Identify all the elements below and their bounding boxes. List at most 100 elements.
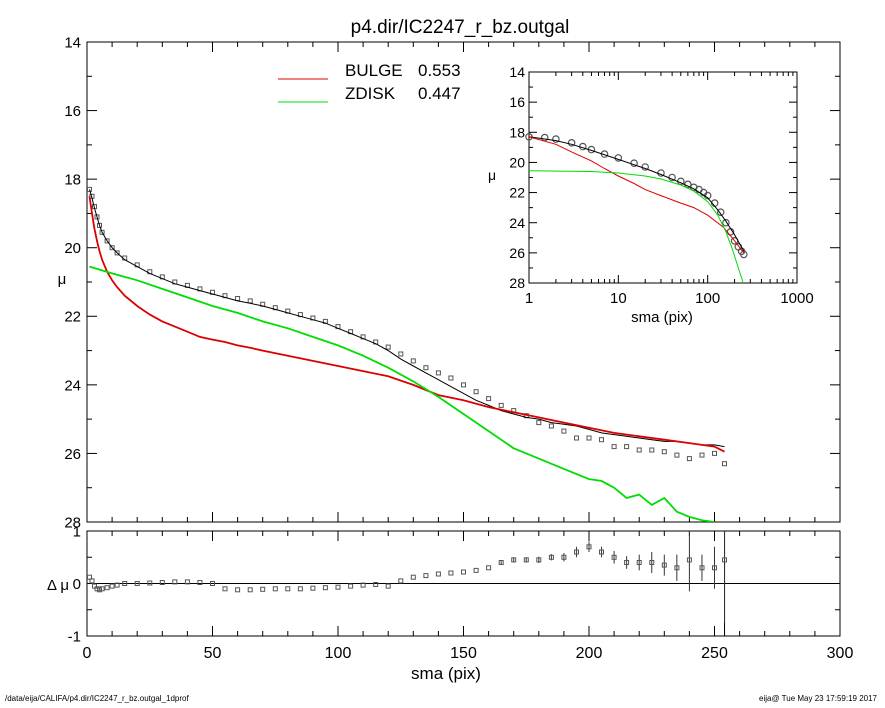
residual-point [686,557,692,563]
data-point [574,435,579,441]
residual-point [172,579,178,585]
residual-point [104,585,110,591]
inset-y-tick-label: 24 [509,215,525,231]
residual-x-tick-label: 0 [83,645,92,662]
residual-x-axis-label: sma (pix) [411,664,481,683]
data-point [410,358,416,364]
legend-label-zdisk: ZDISK [345,84,396,103]
residual-point [561,554,567,560]
data-point [536,420,542,426]
footer-file-path: /data/eija/CALIFA/p4.dir/IC2247_r_bz.out… [5,694,189,703]
residual-point [498,560,504,565]
data-point [398,351,404,357]
data-point [486,396,492,402]
total-profile-line [89,189,725,448]
inset-bulge-line [529,136,745,254]
residual-point [99,586,105,592]
data-point [435,370,441,376]
residual-point [574,549,579,555]
residual-y-tick-label: 1 [73,523,81,540]
residual-point [699,565,705,571]
residual-point [97,587,102,593]
residual-point [272,586,278,592]
data-point [235,296,241,301]
data-point [561,428,567,434]
residual-x-tick-label: 50 [204,645,222,662]
residual-point [473,567,479,573]
residual-point [285,586,291,592]
residual-point [297,586,303,592]
main-profile-panel: 14 16 18 20 22 24 26 28 μ BULGE 0.553 ZDISK 0.447 [58,34,841,531]
inset-y-axis-label: μ [488,167,496,183]
residual-point [385,583,391,589]
residual-point [159,580,165,585]
legend-value-bulge: 0.553 [418,61,461,80]
inset-y-tick-label: 16 [509,94,525,110]
residual-x-tick-label: 100 [325,645,352,662]
inset-disk-line [529,170,744,283]
data-point [624,444,630,450]
inset-x-tick-label: 10 [610,290,627,307]
residual-x-tick-label: 200 [576,645,603,662]
inset-y-tick-label: 28 [509,275,525,291]
inset-data-point [722,218,730,227]
residual-point [624,560,630,565]
data-point [699,452,705,458]
residual-point [89,578,95,584]
residual-y-tick-label: 0 [73,576,81,593]
data-point [712,450,717,456]
chart-title: p4.dir/IC2247_r_bz.outgal [351,17,570,38]
residual-point [184,579,190,585]
data-point [94,214,100,220]
data-point [247,298,253,304]
residual-y-tick-label: -1 [68,628,81,645]
residual-point [310,585,316,591]
data-point [87,186,92,192]
inset-data-point [567,139,576,147]
residual-x-tick-label: 250 [701,645,728,662]
data-point [99,229,105,235]
main-y-axis-label: μ [58,271,67,288]
residual-point [260,586,266,592]
residual-point [611,554,617,560]
residual-point [109,583,115,589]
residual-point [360,582,366,588]
inset-x-tick-label: 100 [695,290,720,307]
inset-y-tick-label: 20 [509,154,525,170]
data-point [611,444,617,450]
residual-point [599,549,604,555]
residual-point [247,587,253,593]
main-y-tick-label: 28 [64,514,81,531]
residual-x-tick-label: 150 [450,645,477,662]
inset-total-line [529,136,745,252]
residual-point [335,584,341,590]
data-point [661,449,667,455]
residual-point [511,557,517,563]
footer-timestamp: eija@ Tue May 23 17:59:19 2017 [759,694,877,703]
data-point [649,447,655,453]
residual-point [661,562,667,568]
data-point [97,222,102,228]
data-point [423,365,429,371]
main-y-tick-label: 18 [64,172,81,189]
inset-x-axis-label: sma (pix) [631,309,693,326]
residual-y-axis-label: Δ μ [47,577,69,594]
data-point [385,344,391,350]
residual-point [147,580,153,586]
residual-point [122,581,128,586]
main-y-tick-label: 24 [64,377,81,394]
residual-point [222,586,228,592]
inset-data-point [716,208,725,217]
inset-log-panel: 1 10 100 1000 14 16 18 20 22 24 26 28 sma (pix) μ [488,64,814,326]
data-point [109,245,115,251]
residual-point [722,557,727,563]
legend-value-zdisk: 0.447 [418,84,461,103]
inset-y-tick-label: 26 [509,245,525,261]
data-point [636,447,642,453]
inset-y-tick-label: 18 [509,124,525,140]
inset-background [529,72,797,283]
data-point [722,461,727,467]
main-y-tick-label: 20 [64,240,81,257]
